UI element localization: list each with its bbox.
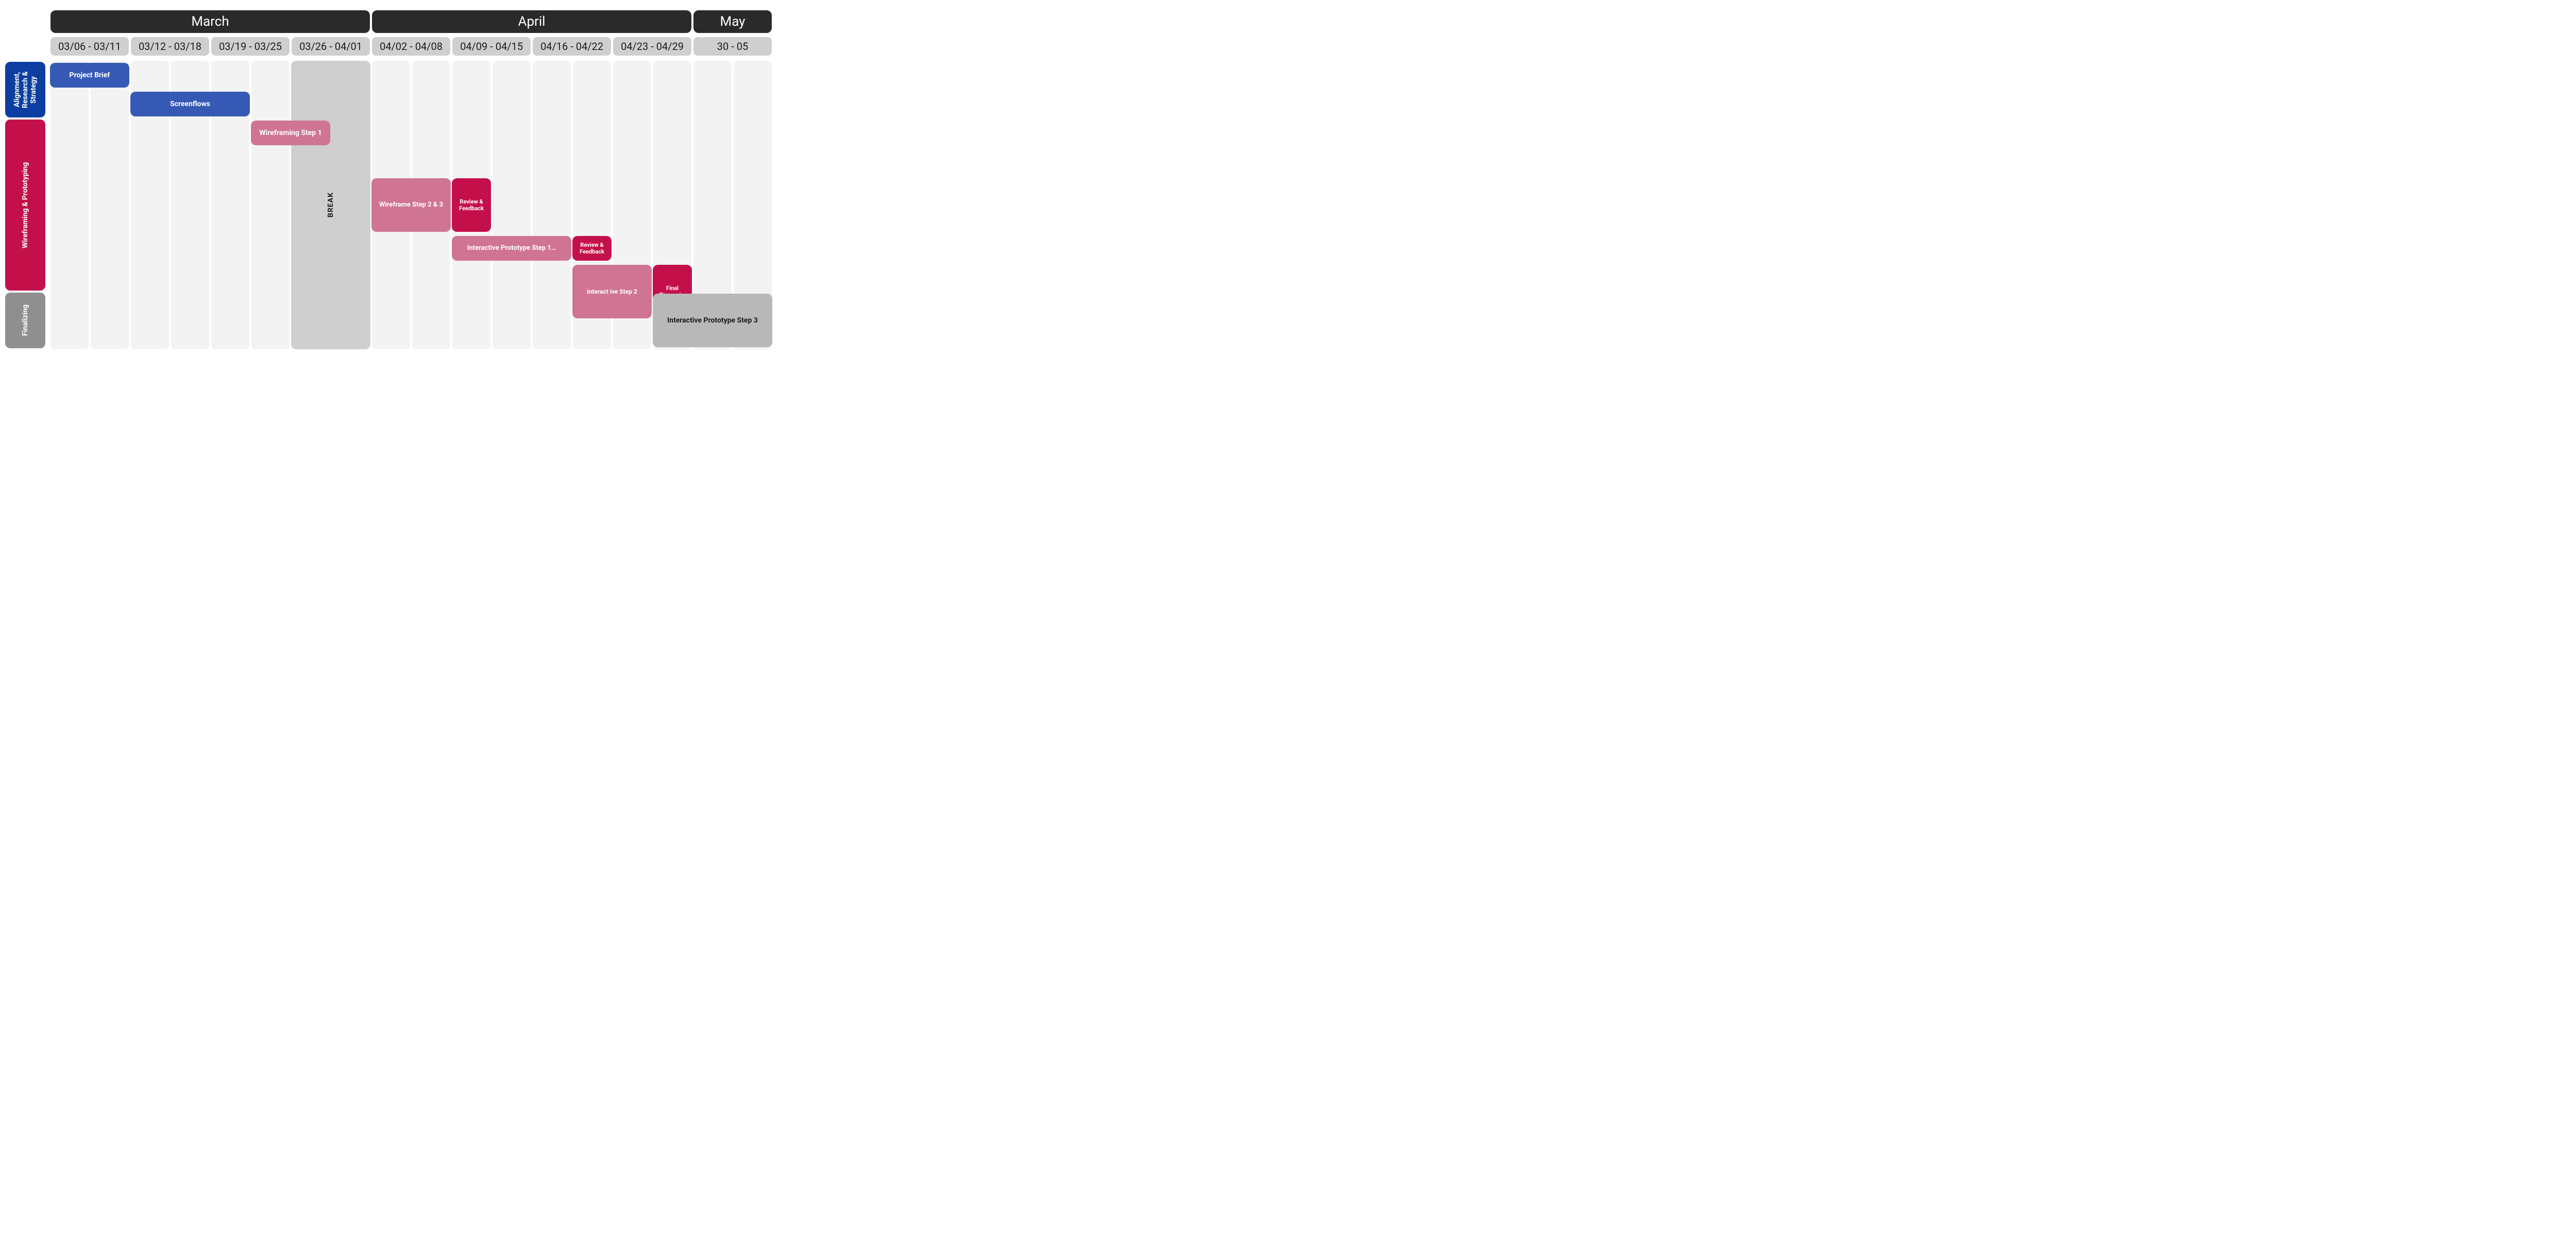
task-label: Interactive Prototype Step 1… — [467, 244, 556, 252]
timeline-column-stripe — [50, 61, 89, 349]
gantt-chart: BREAK MarchAprilMay 03/06 - 03/1103/12 - 0… — [5, 10, 2571, 349]
category-pill-alignment: Alignment, Research & Strategy — [5, 62, 45, 117]
month-header: March — [50, 10, 370, 33]
week-header: 03/12 - 03/18 — [131, 37, 209, 56]
task-label: Review & Feedback — [575, 242, 608, 255]
task-bar-interactive-proto-step3[interactable]: Interactive Prototype Step 3 — [653, 294, 772, 347]
week-header: 03/19 - 03/25 — [211, 37, 290, 56]
week-header: 04/16 - 04/22 — [533, 37, 611, 56]
task-bar-wireframe-step23[interactable]: Wireframe Step 2 & 3 — [371, 178, 451, 232]
month-header: April — [372, 10, 691, 33]
category-pill-wireframing: Wireframing & Prototyping — [5, 120, 45, 291]
task-bar-screenflows[interactable]: Screenflows — [130, 92, 250, 116]
task-bar-review-feedback-2[interactable]: Review & Feedback — [572, 236, 612, 261]
timeline-column-stripe — [91, 61, 129, 349]
timeline-column-stripe — [533, 61, 571, 349]
task-label: Wireframing Step 1 — [259, 129, 321, 138]
category-pill-finalizing: Finalizing — [5, 293, 45, 348]
week-header: 04/23 - 04/29 — [613, 37, 691, 56]
week-header: 03/26 - 04/01 — [292, 37, 370, 56]
task-label: Review & Feedback — [455, 198, 488, 212]
task-bar-review-feedback-1[interactable]: Review & Feedback — [452, 178, 491, 232]
week-header: 30 - 05 — [693, 37, 772, 56]
week-header: 03/06 - 03/11 — [50, 37, 129, 56]
task-bar-interactive-step2[interactable]: Interact ive Step 2 — [572, 265, 652, 318]
week-header: 04/02 - 04/08 — [372, 37, 450, 56]
task-label: Interactive Prototype Step 3 — [667, 316, 758, 325]
task-label: Wireframe Step 2 & 3 — [379, 201, 443, 209]
week-header: 04/09 - 04/15 — [452, 37, 531, 56]
task-bar-interactive-proto-step1[interactable]: Interactive Prototype Step 1… — [452, 236, 571, 261]
task-bar-wireframe-step1[interactable]: Wireframing Step 1 — [251, 121, 330, 145]
task-bar-project-brief[interactable]: Project Brief — [50, 63, 129, 88]
task-label: Project Brief — [70, 71, 110, 80]
task-label: Interact ive Step 2 — [587, 288, 637, 295]
month-header: May — [693, 10, 772, 33]
timeline-column-stripe — [251, 61, 290, 349]
break-label: BREAK — [327, 192, 335, 217]
break-block: BREAK — [291, 61, 370, 349]
timeline-column-stripe — [493, 61, 531, 349]
task-label: Screenflows — [170, 100, 210, 109]
